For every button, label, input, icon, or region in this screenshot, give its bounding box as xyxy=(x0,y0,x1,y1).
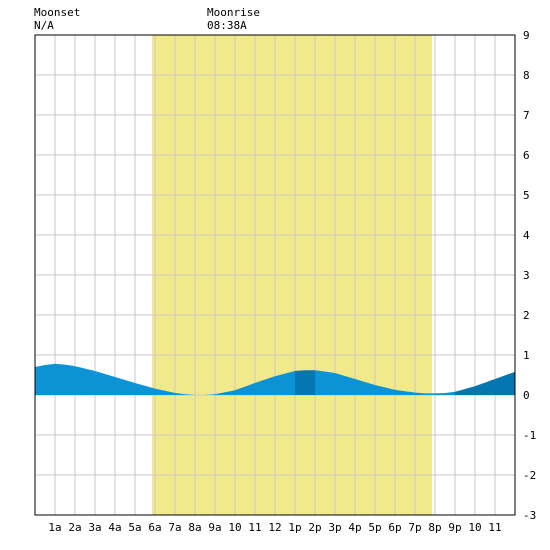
x-tick-label: 7p xyxy=(408,521,421,534)
moonset-block: Moonset N/A xyxy=(34,6,80,32)
y-tick-label: 6 xyxy=(523,149,530,162)
y-tick-label: 1 xyxy=(523,349,530,362)
x-tick-label: 5p xyxy=(368,521,381,534)
tide-area-dark xyxy=(455,371,515,395)
y-tick-label: 7 xyxy=(523,109,530,122)
y-tick-label: -2 xyxy=(523,469,536,482)
moonrise-label: Moonrise xyxy=(207,6,260,19)
tide-area-dark xyxy=(295,370,315,395)
x-tick-label: 4p xyxy=(348,521,361,534)
x-tick-label: 9a xyxy=(208,521,221,534)
y-tick-label: -1 xyxy=(523,429,536,442)
x-tick-label: 6p xyxy=(388,521,401,534)
x-tick-label: 1a xyxy=(48,521,61,534)
y-tick-label: 8 xyxy=(523,69,530,82)
y-tick-label: -3 xyxy=(523,509,536,522)
x-tick-label: 10 xyxy=(228,521,241,534)
tide-area xyxy=(315,370,455,395)
x-tick-label: 8a xyxy=(188,521,201,534)
x-tick-label: 8p xyxy=(428,521,441,534)
x-tick-label: 5a xyxy=(128,521,141,534)
moonset-label: Moonset xyxy=(34,6,81,19)
y-tick-label: 4 xyxy=(523,229,530,242)
x-tick-label: 10 xyxy=(468,521,481,534)
x-tick-label: 11 xyxy=(248,521,261,534)
x-tick-label: 9p xyxy=(448,521,461,534)
y-tick-label: 5 xyxy=(523,189,530,202)
x-tick-label: 7a xyxy=(168,521,181,534)
x-tick-label: 2a xyxy=(68,521,81,534)
x-tick-label: 1p xyxy=(288,521,301,534)
x-tick-label: 3a xyxy=(88,521,101,534)
moonrise-value: 08:38A xyxy=(207,19,247,32)
y-tick-label: 9 xyxy=(523,29,530,42)
tide-area xyxy=(55,363,295,395)
x-tick-label: 2p xyxy=(308,521,321,534)
x-tick-label: 11 xyxy=(488,521,501,534)
x-tick-label: 12 xyxy=(268,521,281,534)
x-tick-label: 4a xyxy=(108,521,121,534)
tide-area xyxy=(35,363,55,395)
y-tick-label: 0 xyxy=(523,389,530,402)
plot-border xyxy=(34,34,516,516)
x-tick-label: 6a xyxy=(148,521,161,534)
y-tick-label: 3 xyxy=(523,269,530,282)
x-tick-label: 3p xyxy=(328,521,341,534)
moonrise-block: Moonrise 08:38A xyxy=(207,6,260,32)
moonset-value: N/A xyxy=(34,19,54,32)
y-tick-label: 2 xyxy=(523,309,530,322)
